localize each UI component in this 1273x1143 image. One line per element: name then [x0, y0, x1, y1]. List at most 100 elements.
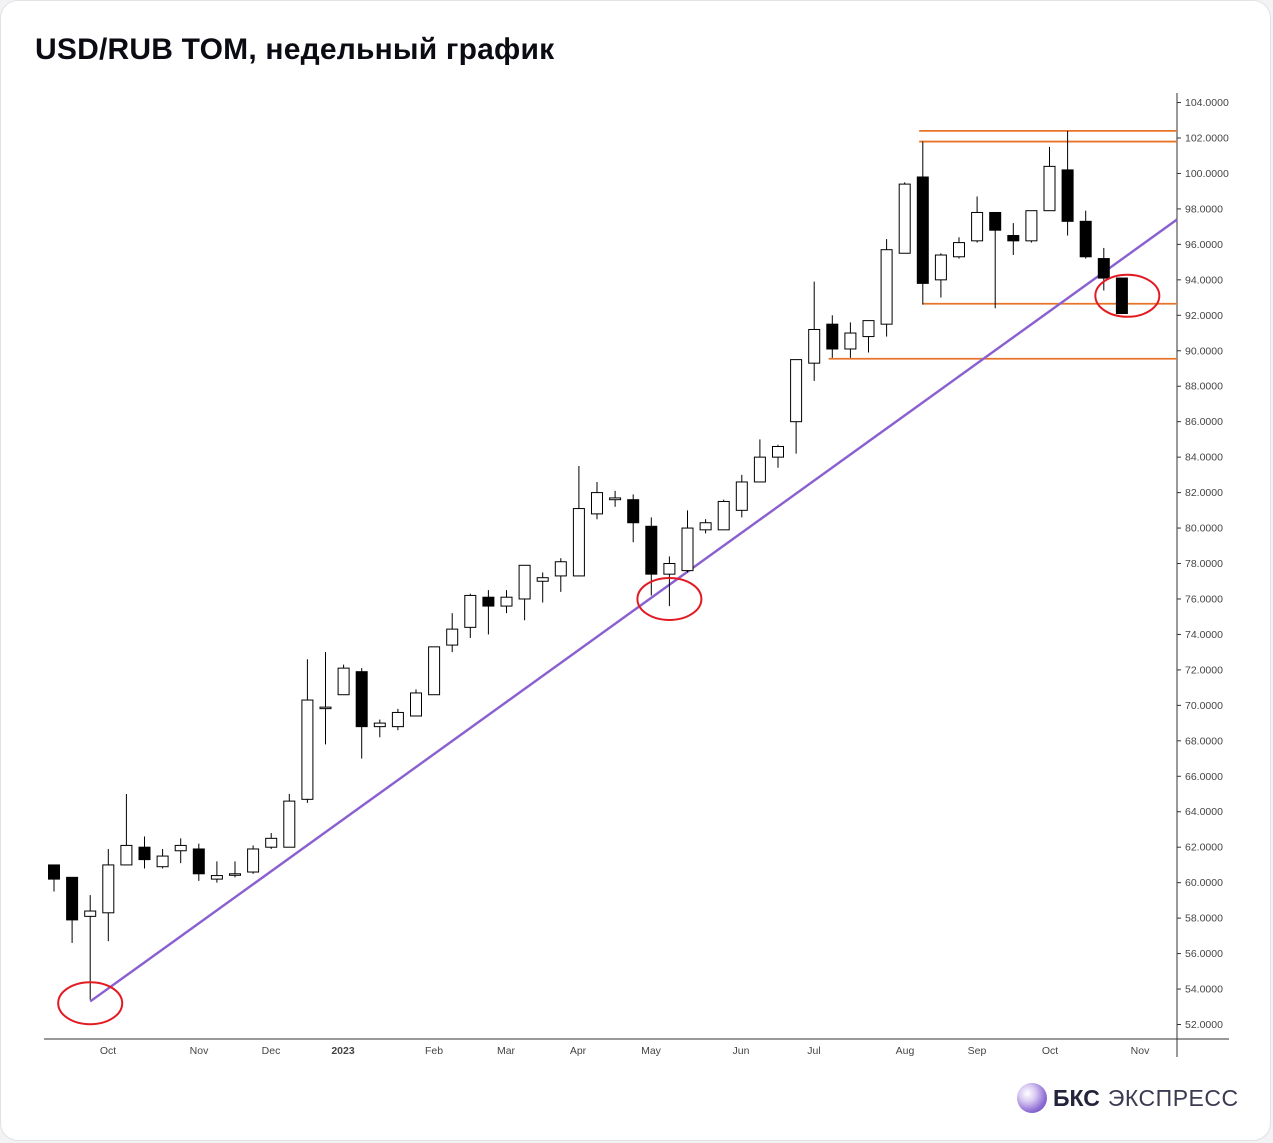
candle-bull [735, 481, 748, 511]
candle-bear [645, 525, 658, 575]
candle-bull [518, 564, 531, 600]
y-tick-label: 86.0000 [1185, 416, 1223, 428]
candle-bull [373, 722, 386, 728]
x-tick-label: Aug [896, 1045, 915, 1057]
y-tick-label: 96.0000 [1185, 239, 1223, 251]
candle-bull [283, 800, 296, 848]
candle-bull [247, 848, 260, 873]
x-tick-label: Jul [807, 1045, 820, 1057]
y-tick-label: 90.0000 [1185, 345, 1223, 357]
logo-name: ЭКСПРЕСС [1107, 1084, 1239, 1111]
candle-bear [989, 211, 1002, 231]
candle-bull [500, 596, 513, 607]
x-tick-label: Apr [570, 1045, 587, 1057]
y-tick-label: 100.0000 [1185, 168, 1229, 180]
x-tick-label: Nov [1131, 1045, 1150, 1057]
y-tick-label: 98.0000 [1185, 203, 1223, 215]
candle-bull [717, 500, 730, 531]
candle-bull [536, 577, 549, 582]
candle-bull [464, 594, 477, 628]
x-tick-label: Mar [497, 1045, 516, 1057]
candle-bull [102, 864, 115, 914]
y-tick-label: 78.0000 [1185, 558, 1223, 570]
brand-logo: БКС ЭКСПРЕСС [1017, 1081, 1239, 1115]
logo-brand: БКС [1053, 1084, 1100, 1111]
candle-bear [1097, 258, 1110, 279]
y-tick-label: 64.0000 [1185, 806, 1223, 818]
candle-bear [192, 848, 205, 875]
y-tick-label: 80.0000 [1185, 523, 1223, 535]
candle-bull [663, 563, 676, 575]
candle-bear [355, 671, 368, 728]
y-tick-label: 56.0000 [1185, 948, 1223, 960]
highlight-ellipse [636, 576, 703, 621]
candle-bull [1025, 210, 1038, 242]
candle-bull [880, 249, 893, 325]
candle-bull [753, 456, 766, 483]
y-tick-label: 74.0000 [1185, 629, 1223, 641]
candle-bear [66, 876, 79, 921]
candle-bull [265, 837, 278, 848]
candle-bull [391, 711, 404, 728]
x-tick-label: Dec [262, 1045, 281, 1057]
x-tick-label: Feb [425, 1045, 443, 1057]
candle-bull [862, 320, 875, 338]
candle-bull [591, 492, 603, 515]
candle-bull [790, 359, 803, 423]
y-tick-label: 84.0000 [1185, 452, 1223, 464]
candle-bull [681, 527, 694, 572]
y-tick-label: 76.0000 [1185, 593, 1223, 605]
y-tick-label: 62.0000 [1185, 842, 1223, 854]
candle-bull [410, 692, 422, 717]
candle-bear [138, 846, 151, 861]
candle-bull [953, 242, 965, 258]
x-tick-label: May [641, 1045, 662, 1057]
x-tick-label: 2023 [331, 1045, 355, 1057]
y-tick-label: 60.0000 [1185, 877, 1223, 889]
y-tick-label: 70.0000 [1185, 700, 1223, 712]
candle-bull [898, 183, 911, 254]
candle-bull [301, 699, 314, 800]
x-tick-label: Jun [733, 1045, 750, 1057]
logo-text: БКС ЭКСПРЕСС [1053, 1085, 1239, 1112]
y-tick-label: 104.0000 [1185, 97, 1229, 109]
x-tick-label: Nov [190, 1045, 209, 1057]
candle-bear [48, 864, 60, 880]
chart-title: USD/RUB TOM, недельный график [35, 33, 555, 66]
candle-bull [699, 522, 712, 531]
candle-bear [1079, 220, 1092, 258]
candle-bull [319, 706, 332, 710]
candle-bear [916, 176, 929, 284]
candle-bull [554, 561, 567, 577]
y-tick-label: 82.0000 [1185, 487, 1223, 499]
candle-bull [210, 875, 223, 880]
candle-bull [446, 628, 459, 646]
candle-bear [1007, 235, 1020, 242]
bks-sphere-icon [1017, 1083, 1047, 1113]
candle-bull [428, 646, 441, 696]
y-tick-label: 58.0000 [1185, 913, 1223, 925]
candle-bull [84, 910, 97, 917]
y-tick-label: 102.0000 [1185, 133, 1229, 145]
candle-bull [174, 844, 187, 852]
candle-bull [120, 844, 133, 866]
candle-bull [156, 855, 169, 868]
y-tick-label: 92.0000 [1185, 310, 1223, 322]
candle-bull [844, 332, 857, 350]
candle-bull [971, 211, 984, 242]
x-tick-label: Oct [1042, 1045, 1058, 1057]
candle-bear [826, 323, 839, 350]
x-tick-label: Oct [100, 1045, 116, 1057]
highlight-ellipse [1094, 273, 1161, 318]
y-tick-label: 72.0000 [1185, 664, 1223, 676]
candle-bull [337, 667, 350, 696]
y-tick-label: 68.0000 [1185, 735, 1223, 747]
candle-bull [808, 328, 821, 364]
candle-bull [1043, 165, 1056, 212]
candle-bull [772, 446, 784, 458]
highlight-ellipse [57, 981, 124, 1026]
y-tick-label: 52.0000 [1185, 1019, 1223, 1031]
candle-bull [229, 873, 241, 876]
